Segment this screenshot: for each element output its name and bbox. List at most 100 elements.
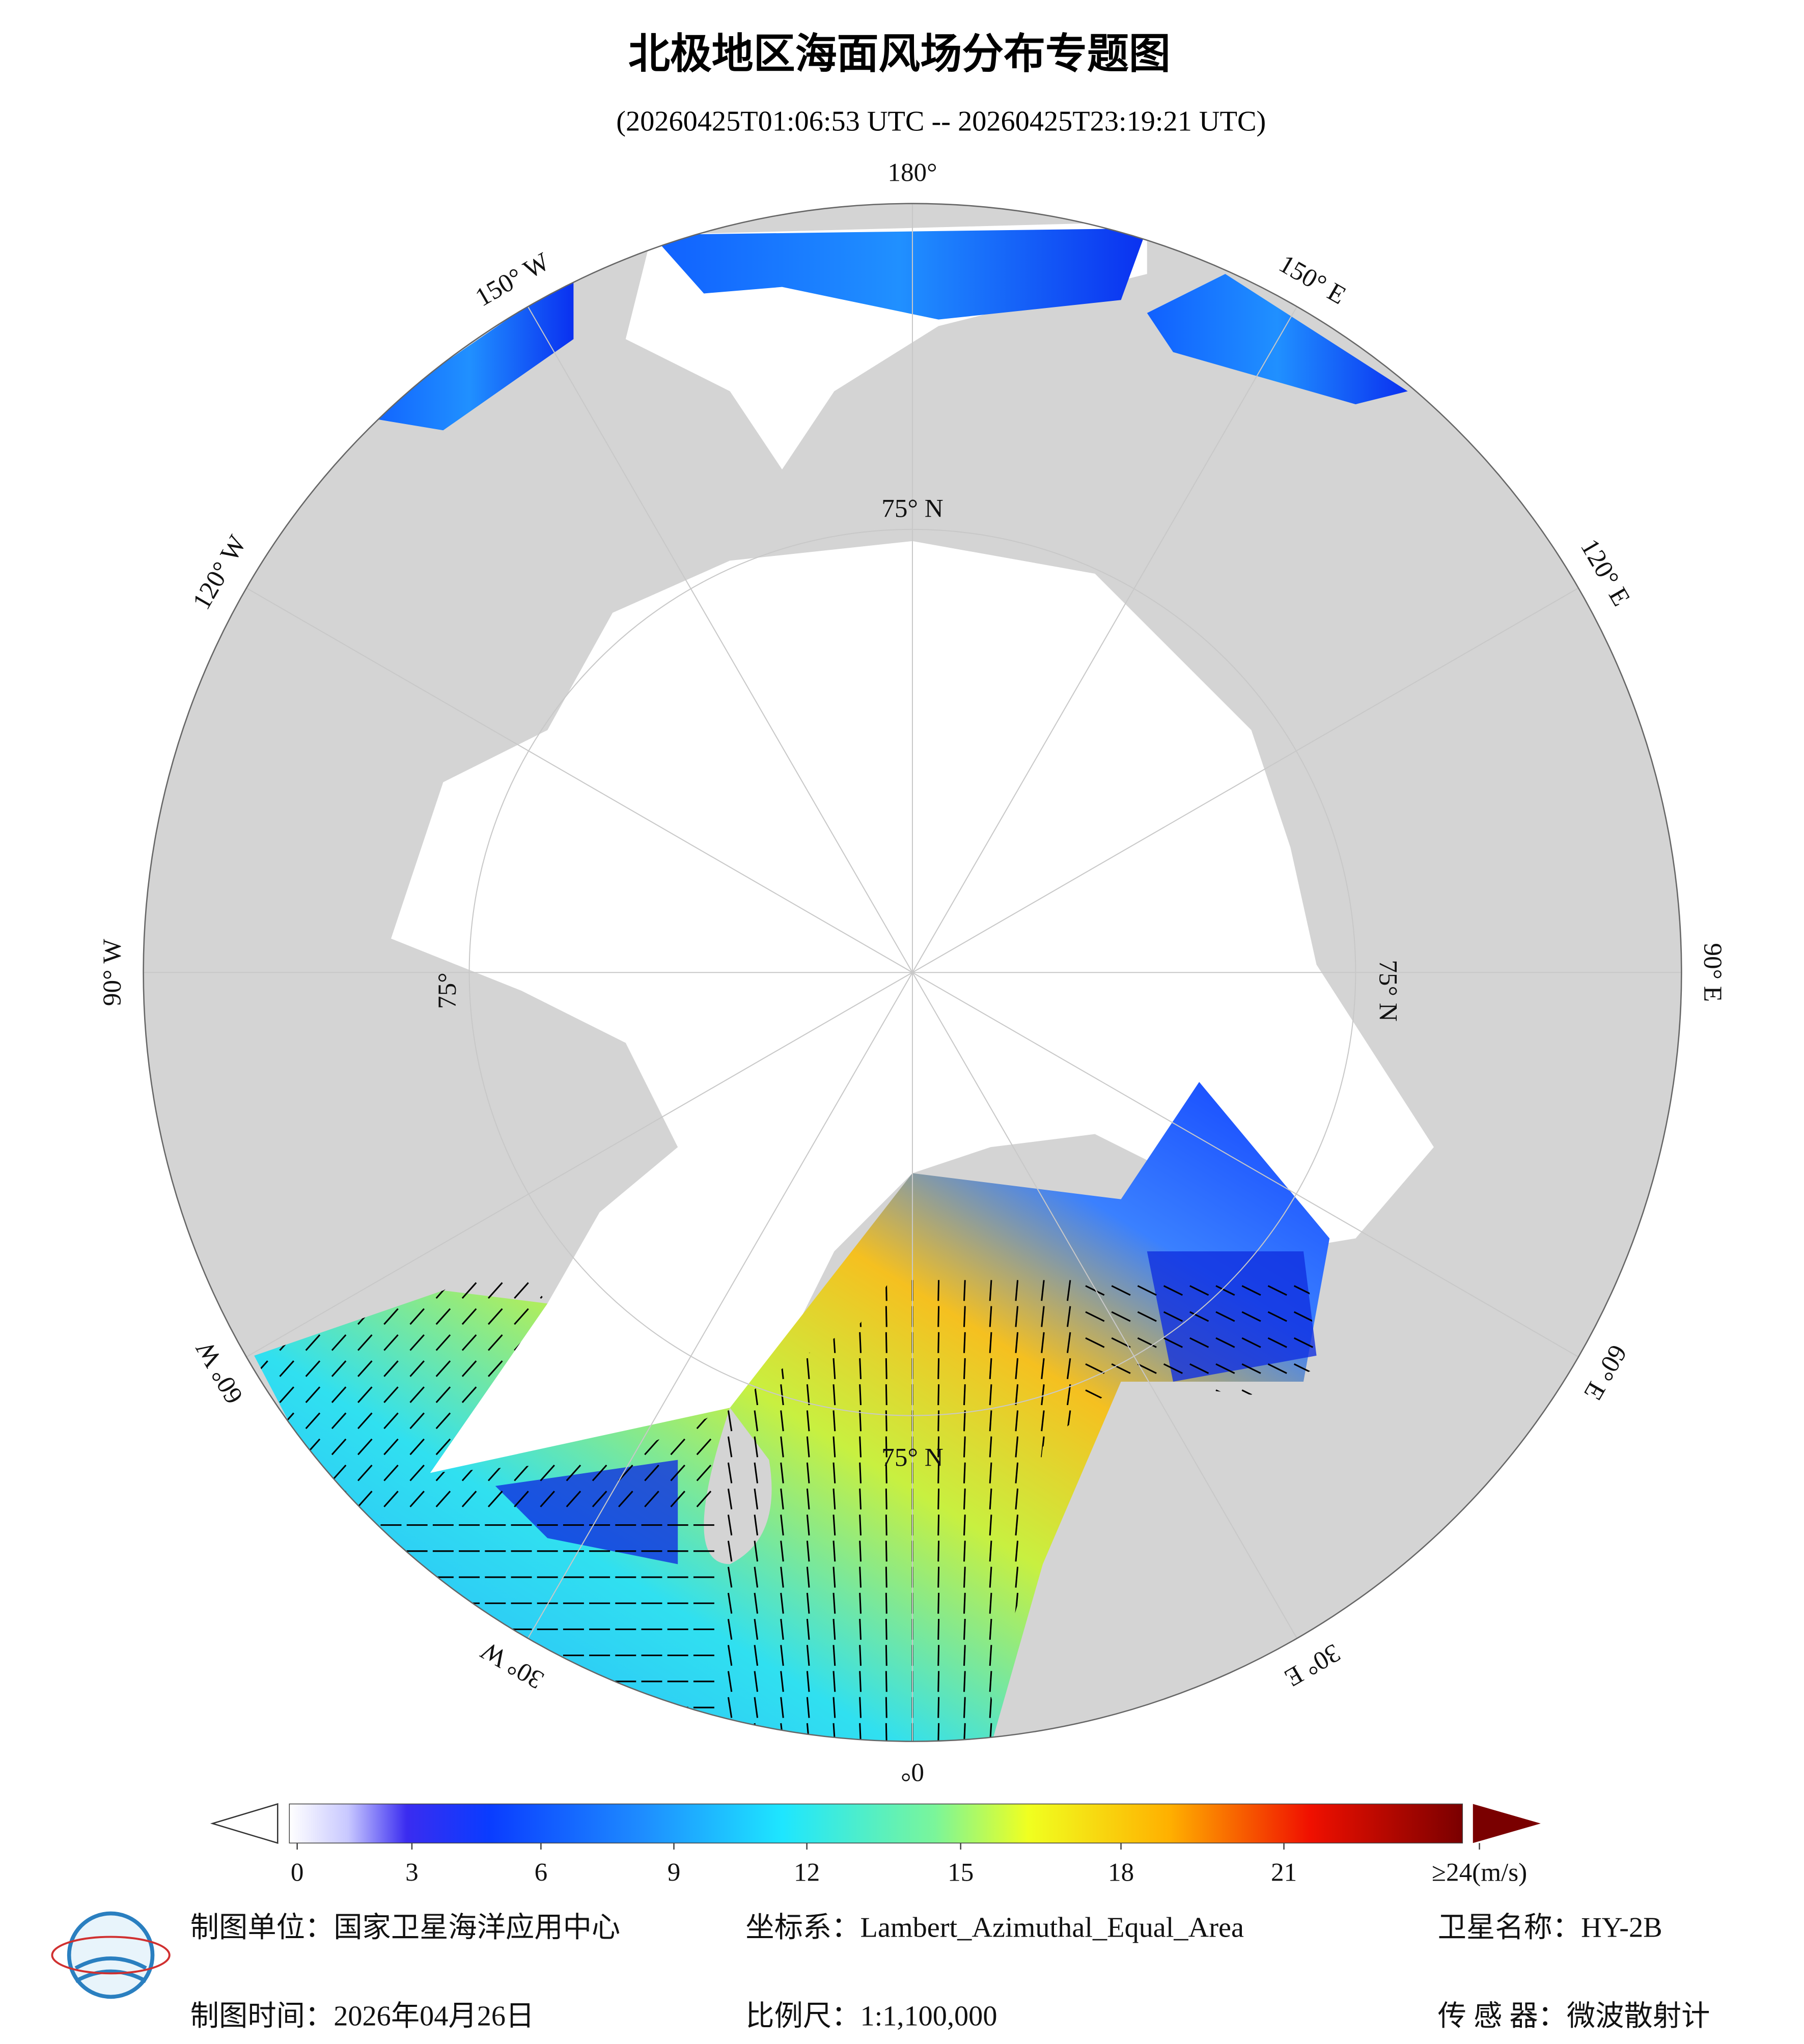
wind-arrow — [859, 1410, 862, 1432]
title: 北极地区海面风场分布专题图 — [628, 31, 1171, 77]
wind-arrow — [514, 1491, 529, 1507]
wind-arrow — [1215, 1702, 1235, 1713]
wind-arrow — [1041, 1410, 1045, 1432]
wind-arrow — [780, 1566, 784, 1588]
wind-arrow — [754, 1410, 759, 1432]
wind-arrow — [989, 1332, 992, 1353]
wind-arrow — [1111, 1285, 1131, 1296]
wind-arrow — [806, 1384, 810, 1406]
wind-arrow — [1163, 1285, 1183, 1296]
wind-arrow — [331, 1491, 347, 1507]
meridian — [246, 972, 913, 1358]
wind-arrow — [435, 1360, 451, 1377]
meridian — [527, 972, 913, 1639]
colorbar-tick-label: 0 — [291, 1858, 304, 1887]
wind-arrow — [461, 1282, 477, 1299]
wind-arrow — [859, 1541, 862, 1562]
wind-arrow — [357, 1464, 373, 1481]
wind-arrow — [832, 1410, 836, 1432]
wind-arrow — [727, 1566, 733, 1588]
wind-arrow — [514, 1464, 529, 1481]
wind-arrow — [937, 1645, 940, 1666]
meridian — [912, 972, 1298, 1639]
wind-arrow — [859, 1645, 862, 1666]
colorbar-tick-label: 12 — [794, 1858, 820, 1887]
wind-arrow — [566, 1464, 581, 1481]
wind-arrow — [937, 1410, 940, 1432]
wind-arrow — [754, 1462, 759, 1483]
wind-arrow — [963, 1618, 966, 1640]
wind-field — [651, 228, 1147, 320]
wind-field — [495, 1460, 678, 1564]
wind-arrow — [487, 1308, 503, 1325]
wind-arrow — [357, 1360, 373, 1377]
colorbar-tick-label: 18 — [1108, 1858, 1134, 1887]
wind-arrow — [409, 1438, 425, 1455]
wind-arrow — [357, 1491, 373, 1507]
wind-arrow — [989, 1358, 992, 1379]
wind-arrow — [963, 1592, 966, 1614]
wind-arrow — [859, 1462, 862, 1483]
wind-arrow — [357, 1412, 373, 1430]
wind-arrow — [937, 1592, 940, 1614]
wind-arrow — [780, 1618, 784, 1640]
wind-arrow — [989, 1384, 992, 1406]
wind-arrow — [963, 1488, 966, 1509]
wind-arrow — [963, 1697, 966, 1718]
wind-arrow — [963, 1384, 966, 1406]
wind-arrow — [937, 1697, 940, 1718]
wind-arrow — [963, 1410, 966, 1432]
longitude-label: 0° — [901, 1758, 924, 1787]
wind-arrow — [409, 1360, 425, 1377]
longitude-label: 180° — [887, 158, 937, 187]
wind-arrow — [754, 1566, 759, 1588]
wind-arrow — [461, 1386, 477, 1403]
wind-arrow — [1066, 1358, 1071, 1379]
wind-arrow — [435, 1386, 451, 1403]
wind-arrow — [832, 1358, 836, 1379]
wind-arrow — [727, 1541, 733, 1562]
wind-arrow — [832, 1436, 836, 1458]
iceland — [704, 1408, 772, 1564]
wind-arrow — [254, 1464, 268, 1481]
wind-arrow — [1241, 1363, 1261, 1374]
meridian — [912, 306, 1298, 973]
wind-arrow — [754, 1436, 759, 1458]
wind-arrow — [409, 1464, 425, 1481]
longitude-label: 60° E — [1578, 1340, 1632, 1406]
wind-arrow — [963, 1541, 966, 1562]
wind-field — [1147, 274, 1408, 405]
map-border — [143, 203, 1682, 1742]
wind-arrow — [727, 1436, 733, 1458]
wind-arrow — [754, 1488, 759, 1509]
wind-arrow — [383, 1464, 399, 1481]
wind-arrow — [435, 1491, 451, 1507]
wind-arrow — [780, 1515, 784, 1536]
wind-arrow — [1267, 1311, 1287, 1322]
wind-arrow — [254, 1438, 268, 1455]
wind-arrow — [727, 1645, 733, 1666]
wind-arrow — [1267, 1337, 1287, 1348]
wind-arrow — [937, 1618, 940, 1640]
wind-arrow — [754, 1541, 759, 1562]
wind-arrow — [1163, 1337, 1183, 1348]
wind-arrow — [754, 1618, 759, 1640]
wind-arrow — [409, 1334, 425, 1351]
wind-arrow — [1293, 1337, 1314, 1348]
colorbar-min-arrow — [210, 1803, 279, 1844]
wind-arrow — [806, 1645, 810, 1666]
wind-arrow — [1041, 1384, 1045, 1406]
longitude-label: 90° W — [98, 939, 127, 1006]
wind-arrow — [409, 1491, 425, 1507]
logo — [51, 1911, 171, 1999]
wind-arrow — [1085, 1728, 1105, 1739]
wind-arrow — [1267, 1676, 1287, 1687]
wind-arrow — [331, 1464, 347, 1481]
wind-arrow — [989, 1280, 992, 1301]
longitude-label: 30° E — [1280, 1638, 1345, 1693]
wind-arrow — [727, 1671, 733, 1692]
map — [143, 203, 1682, 1742]
wind-arrow — [727, 1515, 733, 1536]
wind-arrow — [331, 1412, 347, 1430]
